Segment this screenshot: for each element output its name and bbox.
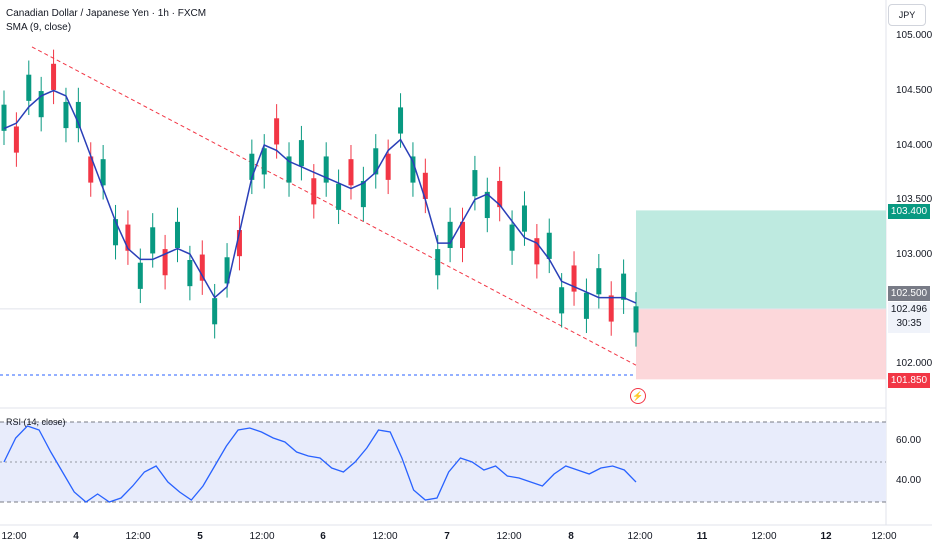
candle-body — [88, 156, 94, 183]
time-tick: 5 — [197, 531, 203, 542]
candle-body — [212, 298, 218, 325]
lightning-icon[interactable]: ⚡ — [630, 388, 646, 404]
candle-body — [608, 295, 614, 322]
time-tick: 12:00 — [125, 531, 151, 542]
candle-body — [236, 230, 242, 257]
time-tick: 12:00 — [1, 531, 27, 542]
candle-body — [596, 268, 602, 295]
time-tick: 12:00 — [496, 531, 522, 542]
candle-body — [150, 227, 156, 254]
candle-body — [621, 273, 627, 300]
candle-body — [13, 126, 19, 153]
candle-body — [274, 118, 280, 145]
candle-body — [187, 259, 193, 287]
candle-body — [360, 180, 366, 208]
candle-body — [75, 101, 81, 129]
price-tick: 104.000 — [896, 140, 932, 151]
candle-body — [348, 159, 354, 186]
time-tick: 6 — [320, 531, 326, 542]
candle-body — [162, 249, 168, 276]
candle-body — [26, 74, 32, 101]
candle-body — [1, 104, 7, 131]
candle-body — [447, 221, 453, 249]
time-tick: 11 — [696, 531, 708, 542]
candle-body — [38, 91, 44, 118]
stop-loss-zone — [636, 308, 886, 380]
candle-body — [174, 221, 180, 249]
price-tick: 104.500 — [896, 85, 932, 96]
candle-body — [633, 306, 639, 333]
take-profit-tag: 103.400 — [888, 204, 930, 219]
candle-body — [385, 153, 391, 180]
sma-label: SMA (9, close) — [6, 22, 72, 33]
candle-body — [224, 257, 230, 284]
candle-body — [460, 221, 466, 249]
price-tick: 102.000 — [896, 358, 932, 369]
rsi-label: RSI (14, close) — [6, 417, 66, 427]
candle-body — [398, 107, 404, 134]
candle-body — [311, 178, 317, 205]
time-tick: 12:00 — [627, 531, 653, 542]
candle-body — [509, 224, 515, 251]
candle-body — [497, 180, 503, 208]
bar-countdown: 30:35 — [896, 318, 922, 329]
candle-body — [583, 292, 589, 319]
rsi-tick: 40.00 — [896, 475, 922, 486]
candle-body — [422, 172, 428, 199]
currency-button[interactable]: JPY — [888, 4, 926, 26]
candle-body — [137, 262, 143, 289]
candle-body — [373, 148, 379, 175]
candle-body — [323, 156, 329, 183]
time-tick: 12:00 — [751, 531, 777, 542]
time-tick: 12:00 — [249, 531, 275, 542]
take-profit-zone — [636, 210, 886, 309]
time-tick: 7 — [444, 531, 450, 542]
current-price: 102.496 — [890, 304, 928, 315]
candle-body — [113, 219, 119, 246]
candle-body — [546, 232, 552, 259]
time-tick: 12:00 — [871, 531, 897, 542]
price-tick: 103.000 — [896, 249, 932, 260]
stop-loss-tag: 101.850 — [888, 373, 930, 388]
rsi-line — [3, 425, 637, 503]
candle-body — [63, 101, 69, 129]
candle-body — [521, 205, 527, 232]
chart-title: Canadian Dollar / Japanese Yen · 1h · FX… — [6, 8, 207, 19]
time-tick: 8 — [568, 531, 574, 542]
candle-body — [100, 159, 106, 186]
entry-tag: 102.500 — [888, 286, 930, 301]
candle-body — [472, 170, 478, 197]
current-price-tag: 102.496 30:35 — [888, 302, 930, 333]
trend-line — [31, 46, 637, 366]
candle-body — [286, 156, 292, 183]
candle-body — [534, 238, 540, 265]
candle-body — [435, 249, 441, 276]
candle-body — [571, 265, 577, 292]
candle-body — [484, 191, 490, 219]
time-tick: 12 — [820, 531, 832, 542]
sma-line — [3, 89, 637, 304]
candle-body — [51, 63, 57, 90]
candle-body — [410, 156, 416, 183]
time-tick: 4 — [73, 531, 79, 542]
candle-body — [336, 183, 342, 210]
candle-body — [199, 254, 205, 281]
candle-body — [249, 153, 255, 180]
rsi-band — [0, 422, 886, 502]
candle-body — [125, 224, 131, 251]
rsi-tick: 60.00 — [896, 435, 922, 446]
price-tick: 105.000 — [896, 30, 932, 41]
price-tick: 103.500 — [896, 194, 932, 205]
candle-body — [261, 148, 267, 175]
candle-body — [298, 140, 304, 167]
time-tick: 12:00 — [372, 531, 398, 542]
candle-body — [559, 287, 565, 314]
